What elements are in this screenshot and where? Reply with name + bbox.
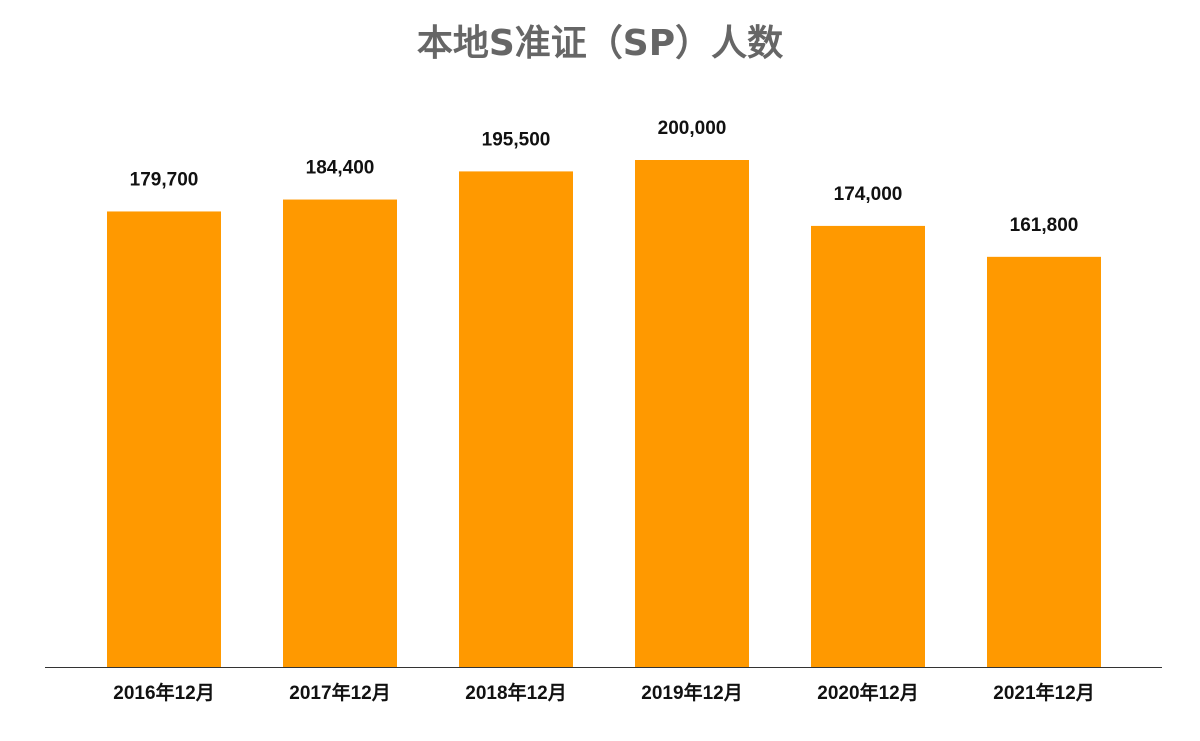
- x-tick-label: 2017年12月: [289, 681, 390, 704]
- data-label: 195,500: [482, 129, 551, 150]
- bar: [635, 160, 749, 667]
- bar: [283, 199, 397, 667]
- data-label: 184,400: [306, 158, 375, 179]
- bar: [459, 171, 573, 667]
- x-tick-label: 2021年12月: [993, 681, 1094, 704]
- bar: [987, 256, 1101, 667]
- bar: [107, 211, 221, 667]
- chart-title: 本地S准证（SP）人数: [416, 23, 784, 64]
- x-tick-label: 2020年12月: [817, 681, 918, 704]
- data-label: 179,700: [130, 169, 199, 190]
- x-tick-label: 2016年12月: [113, 681, 214, 704]
- x-tick-label: 2019年12月: [641, 681, 742, 704]
- data-label: 161,800: [1010, 215, 1079, 236]
- data-label: 174,000: [834, 184, 903, 205]
- x-tick-label: 2018年12月: [465, 681, 566, 704]
- bar: [811, 225, 925, 667]
- data-label: 200,000: [658, 118, 727, 139]
